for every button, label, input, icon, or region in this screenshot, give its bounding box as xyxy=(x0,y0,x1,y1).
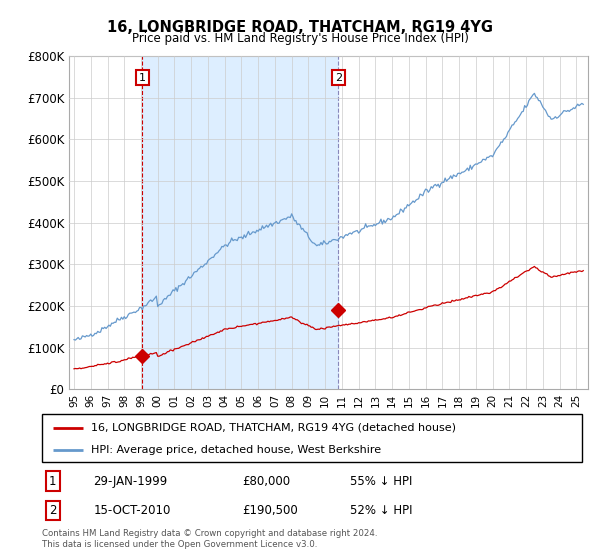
Text: 16, LONGBRIDGE ROAD, THATCHAM, RG19 4YG (detached house): 16, LONGBRIDGE ROAD, THATCHAM, RG19 4YG … xyxy=(91,423,455,433)
Text: 1: 1 xyxy=(49,475,56,488)
FancyBboxPatch shape xyxy=(42,414,582,462)
Text: Price paid vs. HM Land Registry's House Price Index (HPI): Price paid vs. HM Land Registry's House … xyxy=(131,32,469,45)
Bar xyxy=(142,56,338,389)
Text: 55% ↓ HPI: 55% ↓ HPI xyxy=(350,475,412,488)
Text: £190,500: £190,500 xyxy=(242,504,298,517)
Text: HPI: Average price, detached house, West Berkshire: HPI: Average price, detached house, West… xyxy=(91,445,381,455)
Text: 16, LONGBRIDGE ROAD, THATCHAM, RG19 4YG: 16, LONGBRIDGE ROAD, THATCHAM, RG19 4YG xyxy=(107,20,493,35)
Text: 52% ↓ HPI: 52% ↓ HPI xyxy=(350,504,412,517)
Text: 15-OCT-2010: 15-OCT-2010 xyxy=(94,504,170,517)
Text: 2: 2 xyxy=(49,504,56,517)
Text: £80,000: £80,000 xyxy=(242,475,290,488)
Text: 2: 2 xyxy=(335,73,342,83)
Text: 29-JAN-1999: 29-JAN-1999 xyxy=(94,475,167,488)
Text: Contains HM Land Registry data © Crown copyright and database right 2024.
This d: Contains HM Land Registry data © Crown c… xyxy=(42,529,377,549)
Text: 1: 1 xyxy=(139,73,146,83)
